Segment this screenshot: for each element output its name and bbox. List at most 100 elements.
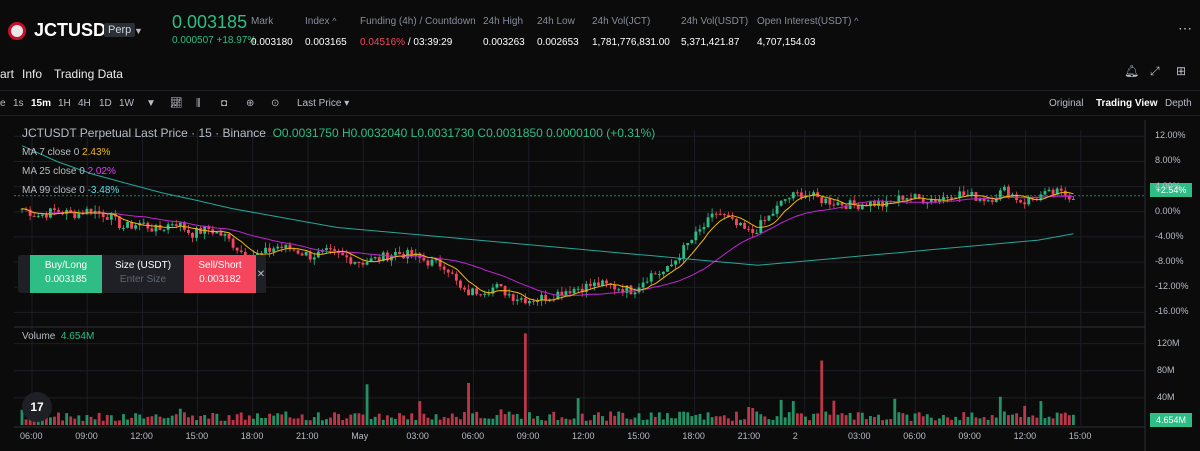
add-icon[interactable]: ⊕ <box>246 98 255 109</box>
view-original[interactable]: Original <box>1049 98 1084 109</box>
candle <box>1043 191 1047 195</box>
indicator-icon[interactable]: 📈︎ <box>170 98 183 109</box>
buy-long-button[interactable]: Buy/Long 0.003185 <box>30 255 102 293</box>
sell-short-button[interactable]: Sell/Short 0.003182 <box>184 255 256 293</box>
interval-1s[interactable]: 1s <box>13 98 24 109</box>
candle <box>1023 202 1027 205</box>
tab-info[interactable]: Info <box>22 67 43 81</box>
candle <box>633 292 637 295</box>
stat-value: 1,781,776,831.00 <box>592 37 670 48</box>
interval-15m[interactable]: 15m <box>31 98 52 109</box>
close-icon[interactable]: ✕ <box>256 255 266 293</box>
funding-rate: 0.04516% <box>360 37 406 48</box>
candle <box>304 251 308 256</box>
tab-chart[interactable]: art <box>0 67 15 81</box>
candle <box>592 282 596 287</box>
screenshot-icon[interactable]: ◘ <box>221 98 228 109</box>
volume-bar <box>791 400 795 425</box>
interval-chevron-down-icon[interactable]: ▼ <box>146 98 156 109</box>
grid-icon[interactable]: ⊞ <box>1176 64 1187 78</box>
price-axis-label: 4.00% <box>1155 180 1181 191</box>
candle <box>1019 200 1023 203</box>
interval-1w[interactable]: 1W <box>119 98 134 109</box>
candle <box>901 195 905 200</box>
interval-time[interactable]: e <box>0 98 6 109</box>
volume-bar <box>666 413 669 425</box>
volume-bar <box>491 418 495 425</box>
candle <box>747 228 751 230</box>
candle <box>739 222 742 226</box>
legend-volume[interactable]: Volume 4.654M <box>22 331 94 342</box>
symbol-chevron-down-icon[interactable]: ▼ <box>134 26 143 36</box>
volume-bar <box>597 412 600 425</box>
expand-icon[interactable]: ⤢ <box>1150 64 1160 78</box>
volume-bar <box>637 413 641 425</box>
candle <box>755 232 759 234</box>
oi-info-icon[interactable]: ^ <box>854 16 859 26</box>
legend-ohlc: O0.0031750 H0.0032040 L0.0031730 C0.0031… <box>272 126 656 140</box>
candle <box>191 232 194 238</box>
candlestick-chart[interactable] <box>0 120 1200 451</box>
volume-bar <box>406 419 410 425</box>
buy-price: 0.003185 <box>45 274 87 285</box>
candle <box>134 225 138 229</box>
bell-icon[interactable]: 🔔︎ <box>1124 64 1140 78</box>
drag-handle[interactable] <box>18 255 30 293</box>
candle <box>978 198 982 201</box>
tradingview-logo: 17 <box>22 392 52 422</box>
candle <box>284 244 288 248</box>
volume-bar <box>613 415 617 425</box>
candle <box>422 257 426 261</box>
volume-bar <box>523 333 527 425</box>
legend-ma7[interactable]: MA 7 close 0 2.43% <box>22 147 110 158</box>
candle <box>288 244 292 250</box>
candle <box>479 294 483 296</box>
volume-bar <box>783 417 787 425</box>
candle <box>77 212 81 219</box>
time-axis-label: 09:00 <box>516 431 540 441</box>
volume-bar <box>211 412 215 425</box>
candle-type-icon[interactable]: ⫼ <box>196 98 201 109</box>
tab-trading-data[interactable]: Trading Data <box>54 67 123 81</box>
ma25-value: 2.02% <box>87 166 116 177</box>
legend-ma99[interactable]: MA 99 close 0 -3.48% <box>22 185 119 196</box>
candle <box>1059 188 1063 191</box>
volume-bar <box>467 382 470 425</box>
candle <box>994 198 998 202</box>
candle <box>1071 198 1075 200</box>
volume-bar <box>982 417 986 425</box>
ma99-value: -3.48% <box>87 185 120 196</box>
symbol-name[interactable]: JCTUSDT <box>34 20 118 40</box>
interval-1d[interactable]: 1D <box>99 98 112 109</box>
more-icon[interactable]: ⋯ <box>1178 20 1192 36</box>
chart-area[interactable]: JCTUSDT Perpetual Last Price · 15 · Bina… <box>0 120 1200 451</box>
volume-bar <box>799 413 803 425</box>
candle <box>564 291 568 296</box>
volume-bar <box>247 415 251 425</box>
interval-4h[interactable]: 4H <box>78 98 91 109</box>
candle <box>625 285 629 293</box>
index-info-icon[interactable]: ^ <box>332 16 337 26</box>
volume-bar <box>292 418 296 425</box>
volume-bar <box>548 414 552 425</box>
volume-bar <box>219 420 223 425</box>
legend-ma25[interactable]: MA 25 close 0 2.02% <box>22 166 116 177</box>
view-depth[interactable]: Depth <box>1165 98 1192 109</box>
candle <box>601 280 604 286</box>
volume-value: 4.654M <box>60 331 95 342</box>
volume-bar <box>1007 415 1010 425</box>
candle <box>458 280 462 288</box>
interval-1h[interactable]: 1H <box>58 98 71 109</box>
volume-bar <box>657 412 661 425</box>
candle <box>394 251 397 256</box>
volume-bar <box>787 412 791 425</box>
view-trading-view[interactable]: Trading View <box>1096 98 1158 109</box>
size-input[interactable]: Size (USDT) Enter Size <box>102 255 184 293</box>
volume-bar <box>540 420 544 425</box>
candle <box>227 234 231 239</box>
replay-icon[interactable]: ⊙ <box>271 98 280 109</box>
last-price-select[interactable]: Last Price ▾ <box>297 98 350 109</box>
candle <box>235 247 239 251</box>
candle <box>946 196 949 198</box>
candle <box>962 191 966 196</box>
